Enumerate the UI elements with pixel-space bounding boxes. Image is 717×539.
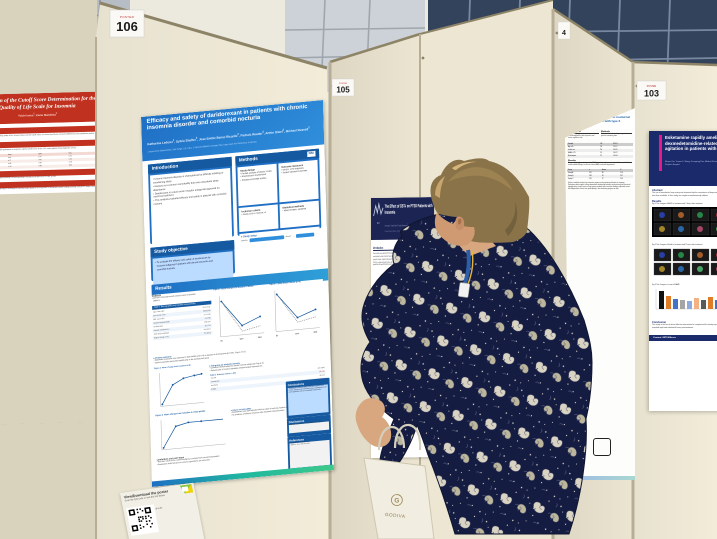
svg-text:G: G: [394, 497, 400, 504]
